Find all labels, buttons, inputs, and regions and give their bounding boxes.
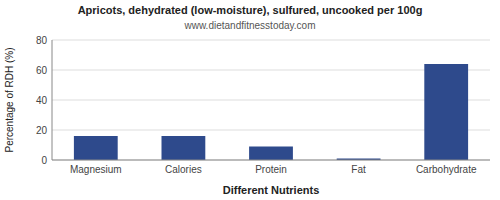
x-axis: Magnesium Calories Protein Fat Carbohydrate bbox=[70, 164, 477, 175]
y-tick-label: 60 bbox=[36, 65, 48, 76]
x-tick-label: Fat bbox=[351, 164, 366, 175]
y-tick-label: 80 bbox=[36, 35, 48, 46]
x-tick-label: Protein bbox=[255, 164, 287, 175]
bar bbox=[74, 136, 118, 160]
y-axis: 0 20 40 60 80 bbox=[36, 35, 490, 166]
x-tick-label: Calories bbox=[165, 164, 202, 175]
title: Apricots, dehydrated (low-moisture), sul… bbox=[78, 4, 423, 16]
x-tick-label: Magnesium bbox=[70, 164, 122, 175]
bar bbox=[424, 64, 468, 160]
y-tick-label: 0 bbox=[41, 155, 47, 166]
y-tick-label: 40 bbox=[36, 95, 48, 106]
grid-line bbox=[52, 160, 490, 161]
bar bbox=[162, 136, 206, 160]
x-axis-label: Different Nutrients bbox=[223, 184, 320, 196]
subtitle: www.dietandfitnesstoday.com bbox=[184, 20, 316, 31]
y-axis-line bbox=[52, 40, 53, 160]
x-axis-line bbox=[52, 160, 490, 161]
bar bbox=[249, 147, 293, 161]
grid-line bbox=[52, 40, 490, 41]
chart-container: Apricots, dehydrated (low-moisture), sul… bbox=[0, 0, 500, 200]
bars bbox=[74, 64, 468, 160]
y-tick-label: 20 bbox=[36, 125, 48, 136]
y-axis-label: Percentage of RDH (%) bbox=[4, 47, 15, 152]
chart-svg: Apricots, dehydrated (low-moisture), sul… bbox=[0, 0, 500, 200]
x-tick-label: Carbohydrate bbox=[416, 164, 477, 175]
